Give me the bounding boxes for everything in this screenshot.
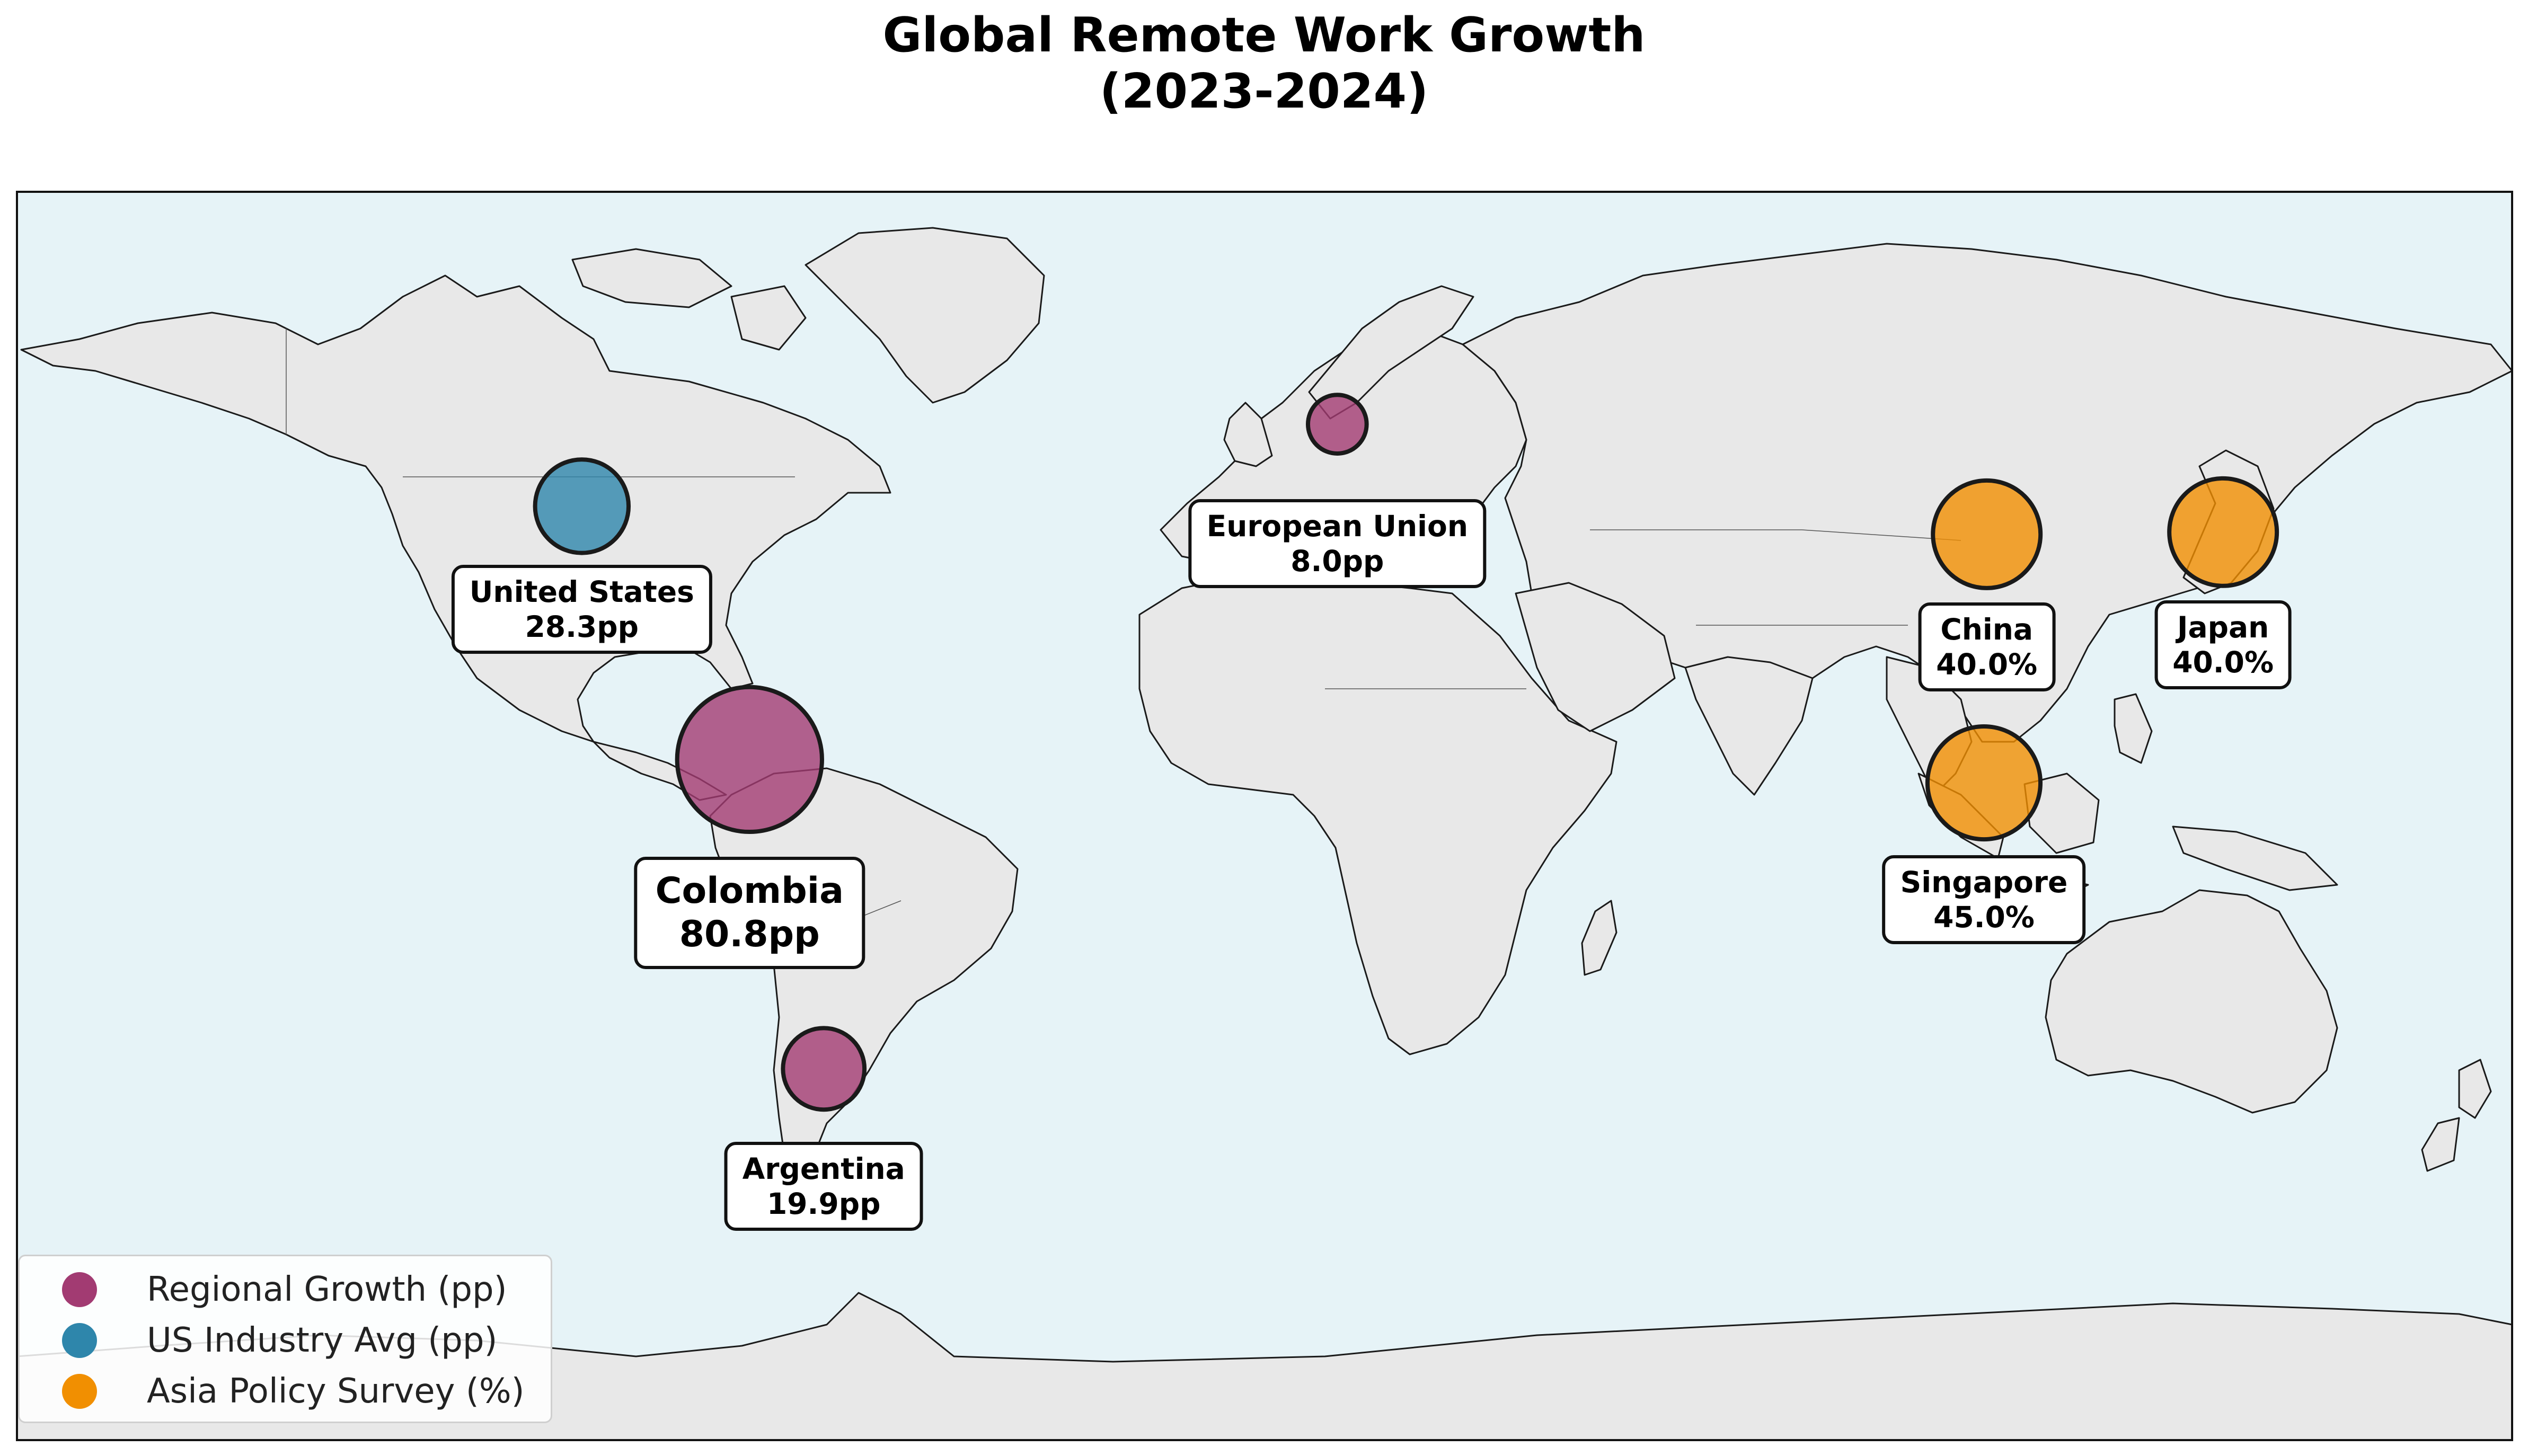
- antarctica: [16, 1292, 2513, 1441]
- madagascar: [1581, 900, 1617, 976]
- label-singapore: Singapore 45.0%: [1882, 855, 2086, 944]
- label-name: Argentina: [742, 1152, 905, 1186]
- borneo: [2023, 773, 2100, 854]
- australia: [2045, 889, 2338, 1114]
- philippines: [2114, 693, 2153, 764]
- greenland: [805, 227, 1045, 404]
- label-value: 40.0%: [2172, 645, 2274, 680]
- legend-label: Regional Growth (pp): [147, 1270, 507, 1309]
- marker-japan: [2167, 476, 2279, 588]
- legend: Regional Growth (pp) US Industry Avg (pp…: [18, 1255, 552, 1423]
- new-zealand-south: [2421, 1117, 2460, 1172]
- arabian-peninsula: [1515, 582, 1676, 732]
- label-value: 40.0%: [1936, 647, 2038, 682]
- chart-title: Global Remote Work Growth (2023-2024): [0, 7, 2528, 120]
- legend-swatch-regional: [62, 1272, 97, 1307]
- data-markers: [533, 393, 2279, 1112]
- label-argentina: Argentina 19.9pp: [724, 1142, 923, 1231]
- indian-subcontinent: [1684, 656, 1814, 796]
- legend-item-regional: Regional Growth (pp): [20, 1266, 551, 1313]
- marker-china: [1931, 478, 2043, 590]
- marker-singapore: [1925, 724, 2043, 842]
- legend-swatch-us-industry: [62, 1323, 97, 1358]
- label-value: 28.3pp: [525, 610, 639, 644]
- new-zealand: [2458, 1059, 2492, 1119]
- legend-swatch-asia-policy: [62, 1374, 97, 1409]
- marker-united-states: [533, 457, 631, 555]
- label-name: Singapore: [1900, 865, 2068, 899]
- new-guinea: [2172, 825, 2338, 891]
- legend-label: US Industry Avg (pp): [147, 1321, 498, 1360]
- label-european-union: European Union 8.0pp: [1188, 499, 1486, 588]
- marker-european-union: [1305, 393, 1369, 456]
- legend-item-us-industry: US Industry Avg (pp): [20, 1317, 551, 1364]
- arctic-islands: [571, 248, 732, 308]
- marker-argentina: [781, 1026, 867, 1112]
- arctic-islands-2: [730, 285, 807, 351]
- marker-colombia: [675, 685, 824, 834]
- label-name: Colombia: [655, 870, 844, 912]
- title-line-2: (2023-2024): [1099, 64, 1429, 119]
- label-value: 45.0%: [1933, 900, 2035, 934]
- label-name: China: [1940, 612, 2034, 647]
- great-britain: [1223, 402, 1273, 467]
- label-name: Japan: [2177, 610, 2269, 645]
- africa: [1138, 576, 1617, 1055]
- label-value: 19.9pp: [767, 1187, 881, 1221]
- label-name: United States: [469, 575, 694, 609]
- legend-label: Asia Policy Survey (%): [147, 1372, 525, 1411]
- label-value: 8.0pp: [1290, 544, 1384, 578]
- title-line-1: Global Remote Work Growth: [882, 7, 1646, 63]
- label-united-states: United States 28.3pp: [451, 565, 712, 654]
- map-frame: [16, 191, 2513, 1441]
- label-name: European Union: [1206, 509, 1468, 543]
- legend-item-asia-policy: Asia Policy Survey (%): [20, 1368, 551, 1415]
- label-colombia: Colombia 80.8pp: [634, 857, 865, 970]
- label-japan: Japan 40.0%: [2154, 600, 2292, 690]
- label-value: 80.8pp: [679, 913, 820, 956]
- label-china: China 40.0%: [1918, 602, 2056, 692]
